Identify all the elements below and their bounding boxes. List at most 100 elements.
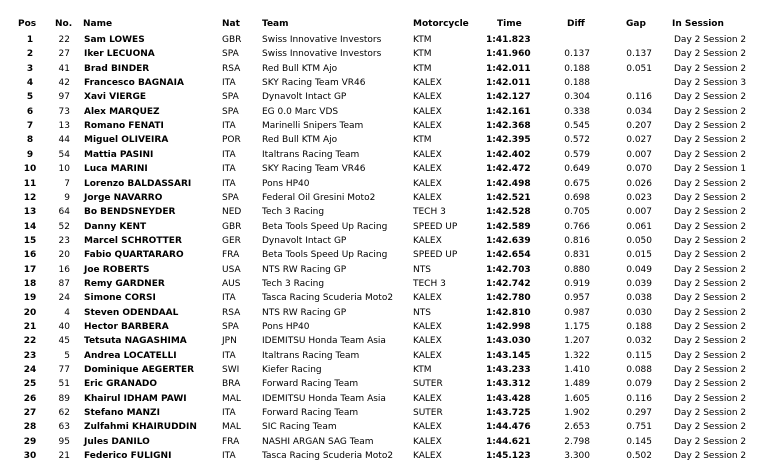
cell-name: Khairul IDHAM PAWI [84,393,187,404]
cell-diff: 0.698 [564,192,590,203]
cell-nat: SPA [222,49,239,60]
cell-pos: 14 [23,221,37,232]
cell-nat: RSA [222,63,241,74]
cell-time: 1:42.703 [486,264,531,275]
cell-no: 20 [58,250,70,261]
cell-team: Marinelli Snipers Team [262,121,364,132]
cell-pos: 24 [23,365,37,376]
cell-session: Day 2 Session 2 [674,365,747,376]
cell-team: Red Bull KTM Ajo [262,135,338,146]
cell-no: 95 [58,436,70,447]
cell-no: 4 [64,307,70,318]
cell-gap: 0.297 [626,408,652,419]
cell-no: 22 [58,35,70,45]
cell-diff: 0.987 [564,307,590,318]
cell-gap: 0.039 [626,278,652,289]
cell-time: 1:42.161 [486,106,531,117]
cell-diff: 1.489 [564,379,590,390]
cell-motorcycle: KALEX [413,336,442,347]
cell-motorcycle: KALEX [413,451,442,462]
cell-diff: 1.605 [564,393,590,404]
cell-motorcycle: KALEX [413,422,442,433]
cell-diff: 3.300 [564,451,590,462]
cell-time: 1:43.233 [486,365,531,376]
cell-gap: 0.137 [626,49,652,60]
cell-diff: 0.338 [564,106,590,117]
cell-nat: GER [222,235,241,246]
cell-motorcycle: NTS [413,307,431,318]
cell-nat: SPA [222,322,239,332]
column-header: Team [262,19,289,29]
cell-time: 1:43.030 [486,336,531,347]
cell-no: 64 [58,207,70,218]
cell-pos: 6 [26,106,34,117]
cell-motorcycle: KALEX [413,78,442,89]
cell-nat: ITA [222,408,236,419]
cell-diff: 0.188 [564,63,590,74]
cell-pos: 11 [23,178,37,189]
cell-team: Tasca Racing Scuderia Moto2 [262,293,394,304]
cell-gap: 0.116 [626,393,652,404]
cell-time: 1:42.011 [486,63,531,74]
cell-name: Andrea LOCATELLI [84,350,177,361]
cell-gap: 0.207 [626,121,652,132]
column-header: Motorcycle [413,19,469,29]
cell-no: 54 [58,149,70,160]
cell-session: Day 2 Session 2 [674,322,747,332]
cell-team: SKY Racing Team VR46 [262,164,366,175]
cell-nat: MAL [222,422,241,433]
cell-name: Joe ROBERTS [84,264,150,275]
cell-name: Tetsuta NAGASHIMA [84,336,187,347]
cell-name: Lorenzo BALDASSARI [84,178,192,189]
cell-time: 1:43.725 [486,408,531,419]
cell-time: 1:42.780 [486,293,531,304]
cell-no: 5 [64,350,70,361]
cell-gap: 0.079 [626,379,652,390]
cell-pos: 7 [26,121,34,132]
column-header: Time [497,19,522,29]
cell-diff: 1.175 [564,322,590,332]
cell-diff: 2.798 [564,436,590,447]
cell-diff: 0.831 [564,250,590,261]
cell-no: 24 [58,293,70,304]
cell-no: 27 [58,49,70,60]
cell-time: 1:43.312 [486,379,531,390]
cell-motorcycle: KALEX [413,164,442,175]
cell-gap: 0.026 [626,178,652,189]
cell-motorcycle: TECH 3 [413,207,446,218]
cell-name: Fabio QUARTARARO [84,250,184,261]
cell-name: Zulfahmi KHAIRUDDIN [84,422,197,433]
cell-time: 1:41.960 [486,49,531,60]
cell-time: 1:42.472 [486,164,531,175]
cell-session: Day 2 Session 2 [674,35,747,45]
cell-motorcycle: KALEX [413,121,442,132]
cell-name: Steven ODENDAAL [84,307,179,318]
cell-diff: 0.579 [564,149,590,160]
cell-time: 1:44.476 [486,422,531,433]
cell-session: Day 2 Session 2 [674,422,747,433]
cell-nat: SWI [222,365,240,376]
cell-nat: NED [222,207,242,218]
cell-time: 1:44.621 [486,436,531,447]
cell-pos: 12 [23,192,37,203]
cell-time: 1:43.145 [486,350,531,361]
cell-gap: 0.034 [626,106,652,117]
cell-nat: GBR [222,221,242,232]
cell-nat: ITA [222,293,236,304]
cell-nat: AUS [222,278,241,289]
cell-no: 63 [58,422,70,433]
cell-no: 97 [58,92,70,103]
cell-team: IDEMITSU Honda Team Asia [262,336,386,347]
column-header: No. [55,19,73,29]
cell-session: Day 2 Session 2 [674,92,747,103]
cell-team: Beta Tools Speed Up Racing [262,221,388,232]
cell-team: Tech 3 Racing [262,278,325,289]
cell-pos: 22 [23,336,37,347]
cell-nat: ITA [222,121,236,132]
cell-gap: 0.502 [626,451,652,462]
cell-nat: SPA [222,192,239,203]
cell-pos: 26 [23,393,37,404]
cell-pos: 28 [23,422,37,433]
cell-diff: 0.675 [564,178,590,189]
